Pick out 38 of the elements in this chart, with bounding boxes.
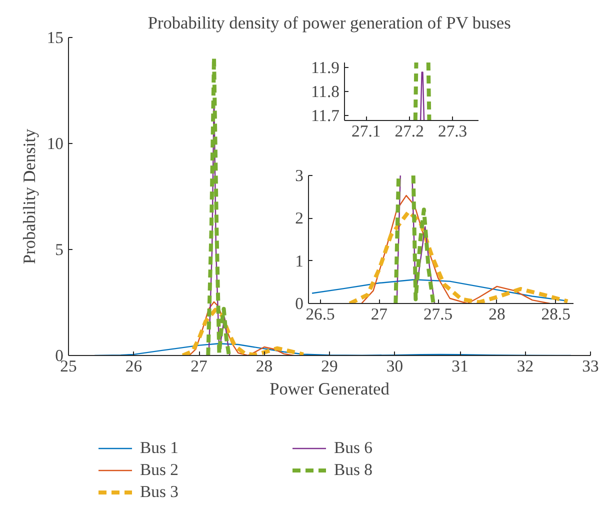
legend-label: Bus 6 bbox=[334, 438, 374, 458]
line-series bbox=[180, 308, 306, 356]
y-tick-label: 0 bbox=[295, 294, 304, 313]
y-axis-title: Probability Density bbox=[20, 128, 39, 264]
x-tick-label: 29 bbox=[321, 356, 338, 376]
chart-title: Probability density of power generation of PV buses bbox=[148, 14, 512, 32]
x-tick-label: 28 bbox=[256, 356, 273, 376]
y-tick-label: 11.7 bbox=[310, 106, 340, 126]
x-tick-label: 27.3 bbox=[438, 122, 468, 140]
y-tick-label: 11.8 bbox=[310, 82, 340, 101]
legend-label: Bus 3 bbox=[140, 482, 180, 502]
x-tick-label: 26 bbox=[125, 356, 142, 376]
x-tick-label: 32 bbox=[516, 356, 534, 376]
legend-label: Bus 1 bbox=[140, 438, 180, 458]
x-tick-label: 30 bbox=[386, 356, 404, 376]
x-axis-title: Power Generated bbox=[270, 380, 390, 398]
y-tick-label: 10 bbox=[46, 134, 64, 153]
x-tick-label: 31 bbox=[452, 356, 468, 376]
x-tick-label: 27.5 bbox=[423, 304, 453, 324]
y-tick-label: 1 bbox=[295, 251, 304, 270]
x-tick-label: 27.2 bbox=[394, 122, 424, 140]
y-tick-label: 2 bbox=[295, 208, 304, 228]
y-tick-label: 0 bbox=[55, 346, 64, 365]
x-tick-label: 27 bbox=[370, 304, 388, 324]
x-tick-label: 28.5 bbox=[541, 304, 570, 324]
line-series bbox=[206, 56, 232, 356]
line-series bbox=[348, 210, 570, 304]
y-tick-label: 15 bbox=[46, 28, 64, 47]
x-tick-label: 27 bbox=[190, 356, 208, 376]
x-tick-label: 33 bbox=[582, 356, 599, 376]
legend-label: Bus 2 bbox=[140, 460, 180, 480]
legend-label: Bus 8 bbox=[334, 460, 374, 480]
y-tick-label: 3 bbox=[295, 166, 304, 185]
x-tick-label: 26.5 bbox=[306, 304, 335, 324]
x-tick-label: 28 bbox=[488, 304, 506, 324]
y-tick-label: 11.9 bbox=[310, 58, 340, 77]
x-tick-label: 27.1 bbox=[352, 122, 381, 140]
y-tick-label: 5 bbox=[55, 240, 64, 259]
